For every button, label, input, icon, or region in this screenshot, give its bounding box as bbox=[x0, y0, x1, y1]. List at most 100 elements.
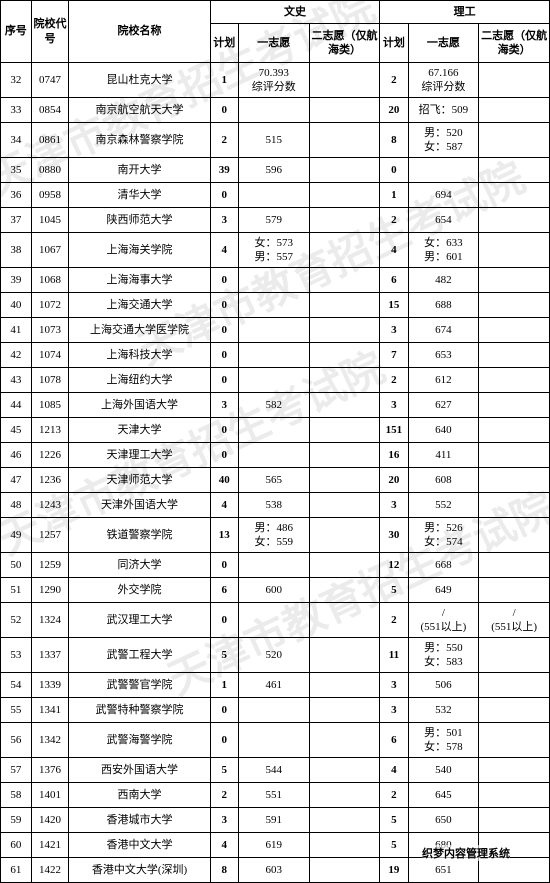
science-first-cell: 67.166 综评分数 bbox=[408, 63, 479, 98]
science-plan-cell: 20 bbox=[380, 98, 408, 123]
science-second-cell bbox=[479, 183, 550, 208]
liberal-first-cell: 603 bbox=[238, 858, 309, 883]
liberal-plan-cell: 0 bbox=[210, 443, 238, 468]
table-row: 501259同济大学012668 bbox=[1, 553, 550, 578]
science-plan-cell: 20 bbox=[380, 468, 408, 493]
code-cell: 1068 bbox=[31, 268, 69, 293]
name-cell: 西安外国语大学 bbox=[69, 758, 210, 783]
science-plan-cell: 3 bbox=[380, 698, 408, 723]
liberal-plan-cell: 0 bbox=[210, 723, 238, 758]
name-cell: 南京森林警察学院 bbox=[69, 123, 210, 158]
table-row: 391068上海海事大学06482 bbox=[1, 268, 550, 293]
code-cell: 1341 bbox=[31, 698, 69, 723]
science-second-cell bbox=[479, 208, 550, 233]
name-cell: 外交学院 bbox=[69, 578, 210, 603]
name-cell: 武警工程大学 bbox=[69, 638, 210, 673]
seq-cell: 50 bbox=[1, 553, 32, 578]
science-second-cell bbox=[479, 638, 550, 673]
liberal-first-cell: 男：486 女：559 bbox=[238, 518, 309, 553]
science-first-cell: 男：520 女：587 bbox=[408, 123, 479, 158]
liberal-plan-cell: 0 bbox=[210, 318, 238, 343]
name-cell: 同济大学 bbox=[69, 553, 210, 578]
science-second-cell bbox=[479, 808, 550, 833]
seq-cell: 61 bbox=[1, 858, 32, 883]
table-row: 411073上海交通大学医学院03674 bbox=[1, 318, 550, 343]
table-row: 350880南开大学395960 bbox=[1, 158, 550, 183]
name-cell: 香港中文大学 bbox=[69, 833, 210, 858]
seq-cell: 33 bbox=[1, 98, 32, 123]
science-plan-cell: 7 bbox=[380, 343, 408, 368]
science-first-cell: 627 bbox=[408, 393, 479, 418]
science-plan-cell: 0 bbox=[380, 158, 408, 183]
name-cell: 天津师范大学 bbox=[69, 468, 210, 493]
liberal-plan-cell: 13 bbox=[210, 518, 238, 553]
liberal-first-cell: 582 bbox=[238, 393, 309, 418]
header-liberal: 文史 bbox=[210, 1, 380, 24]
table-row: 521324武汉理工大学02/ (551以上)/ (551以上) bbox=[1, 603, 550, 638]
liberal-first-cell: 520 bbox=[238, 638, 309, 673]
table-row: 551341武警特种警察学院03532 bbox=[1, 698, 550, 723]
liberal-first-cell: 619 bbox=[238, 833, 309, 858]
name-cell: 香港城市大学 bbox=[69, 808, 210, 833]
seq-cell: 44 bbox=[1, 393, 32, 418]
liberal-second-cell bbox=[309, 603, 380, 638]
science-plan-cell: 151 bbox=[380, 418, 408, 443]
science-plan-cell: 6 bbox=[380, 723, 408, 758]
seq-cell: 53 bbox=[1, 638, 32, 673]
liberal-first-cell bbox=[238, 343, 309, 368]
table-row: 381067上海海关学院4女：573 男：5574女：633 男：601 bbox=[1, 233, 550, 268]
science-first-cell: 552 bbox=[408, 493, 479, 518]
science-plan-cell: 3 bbox=[380, 318, 408, 343]
seq-cell: 34 bbox=[1, 123, 32, 158]
liberal-plan-cell: 4 bbox=[210, 833, 238, 858]
liberal-plan-cell: 0 bbox=[210, 343, 238, 368]
science-plan-cell: 4 bbox=[380, 758, 408, 783]
liberal-plan-cell: 0 bbox=[210, 603, 238, 638]
liberal-plan-cell: 0 bbox=[210, 183, 238, 208]
seq-cell: 48 bbox=[1, 493, 32, 518]
name-cell: 武警警官学院 bbox=[69, 673, 210, 698]
science-second-cell bbox=[479, 293, 550, 318]
seq-cell: 59 bbox=[1, 808, 32, 833]
liberal-second-cell bbox=[309, 123, 380, 158]
liberal-first-cell bbox=[238, 293, 309, 318]
table-row: 340861南京森林警察学院25158男：520 女：587 bbox=[1, 123, 550, 158]
liberal-plan-cell: 2 bbox=[210, 123, 238, 158]
science-first-cell: 645 bbox=[408, 783, 479, 808]
science-second-cell bbox=[479, 368, 550, 393]
liberal-plan-cell: 5 bbox=[210, 638, 238, 673]
name-cell: 上海交通大学 bbox=[69, 293, 210, 318]
footer-source: 织梦内容管理系统 bbox=[422, 845, 510, 861]
liberal-second-cell bbox=[309, 468, 380, 493]
table-row: 591420香港城市大学35915650 bbox=[1, 808, 550, 833]
science-first-cell: 540 bbox=[408, 758, 479, 783]
science-second-cell bbox=[479, 493, 550, 518]
header-science: 理工 bbox=[380, 1, 550, 24]
science-plan-cell: 2 bbox=[380, 603, 408, 638]
liberal-first-cell: 70.393 综评分数 bbox=[238, 63, 309, 98]
seq-cell: 45 bbox=[1, 418, 32, 443]
liberal-second-cell bbox=[309, 443, 380, 468]
seq-cell: 40 bbox=[1, 293, 32, 318]
liberal-plan-cell: 0 bbox=[210, 293, 238, 318]
liberal-plan-cell: 0 bbox=[210, 268, 238, 293]
code-cell: 1342 bbox=[31, 723, 69, 758]
liberal-second-cell bbox=[309, 158, 380, 183]
table-row: 441085上海外国语大学35823627 bbox=[1, 393, 550, 418]
name-cell: 天津理工大学 bbox=[69, 443, 210, 468]
science-second-cell bbox=[479, 418, 550, 443]
table-row: 371045陕西师范大学35792654 bbox=[1, 208, 550, 233]
liberal-second-cell bbox=[309, 758, 380, 783]
liberal-plan-cell: 3 bbox=[210, 208, 238, 233]
table-row: 491257铁道警察学院13男：486 女：55930男：526 女：574 bbox=[1, 518, 550, 553]
table-row: 561342武警海警学院06男：501 女：578 bbox=[1, 723, 550, 758]
science-second-cell bbox=[479, 318, 550, 343]
name-cell: 香港中文大学(深圳) bbox=[69, 858, 210, 883]
liberal-second-cell bbox=[309, 553, 380, 578]
name-cell: 上海海关学院 bbox=[69, 233, 210, 268]
science-second-cell bbox=[479, 268, 550, 293]
science-second-cell bbox=[479, 673, 550, 698]
name-cell: 上海外国语大学 bbox=[69, 393, 210, 418]
science-second-cell bbox=[479, 698, 550, 723]
header-science-second: 二志愿（仅航海类） bbox=[479, 24, 550, 63]
